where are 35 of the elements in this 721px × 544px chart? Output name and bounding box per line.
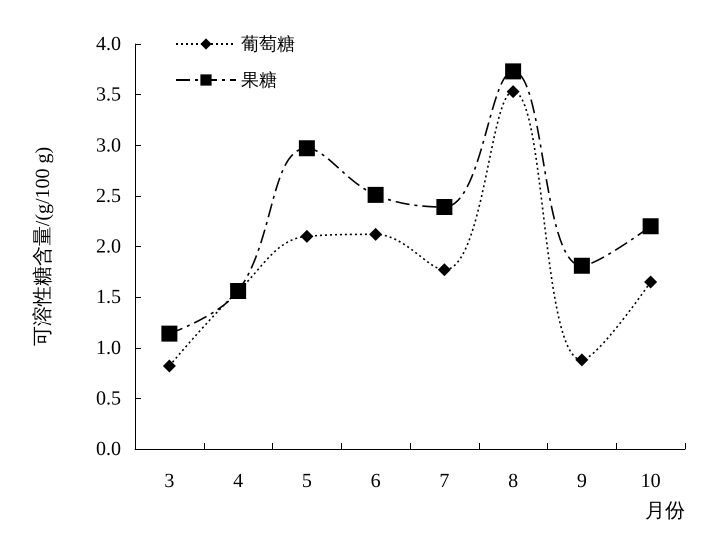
- point: [162, 359, 176, 372]
- x-tick-label: 4: [233, 470, 244, 492]
- x-tick-label: 5: [302, 470, 312, 492]
- x-tick-label: 7: [439, 470, 450, 492]
- point: [436, 199, 452, 216]
- x-tick-label: 6: [370, 470, 381, 492]
- point: [644, 275, 658, 288]
- point: [161, 326, 178, 342]
- y-tick-label: 2.5: [96, 184, 121, 207]
- point: [298, 140, 315, 156]
- x-tick-label: 9: [576, 470, 587, 492]
- y-axis-title: 可溶性糖含量/(g/100 g): [32, 146, 54, 346]
- y-tick-label: 0.0: [96, 438, 121, 460]
- y-tick-label: 2.0: [96, 236, 121, 258]
- point: [575, 353, 588, 366]
- legend-label: 葡萄糖: [241, 34, 295, 54]
- x-axis-title: 月份: [645, 500, 685, 522]
- x-tick-label: 3: [164, 470, 174, 492]
- x-tick-label: 10: [640, 470, 661, 492]
- y-tick-label: 3.0: [96, 134, 121, 156]
- point: [506, 85, 520, 98]
- y-tick-label: 4.0: [96, 33, 121, 55]
- y-tick-label: 3.5: [96, 84, 121, 106]
- point: [369, 228, 382, 241]
- y-tick-label: 0.5: [96, 387, 121, 410]
- x-tick-label: 8: [508, 470, 518, 492]
- point: [505, 63, 522, 80]
- point: [642, 218, 659, 234]
- point: [438, 263, 451, 276]
- y-tick-label: 1.0: [96, 336, 121, 359]
- legend-label: 果糖: [241, 70, 277, 90]
- point: [368, 186, 384, 203]
- point: [300, 230, 314, 243]
- point: [574, 258, 590, 274]
- y-tick-label: 1.5: [96, 286, 121, 308]
